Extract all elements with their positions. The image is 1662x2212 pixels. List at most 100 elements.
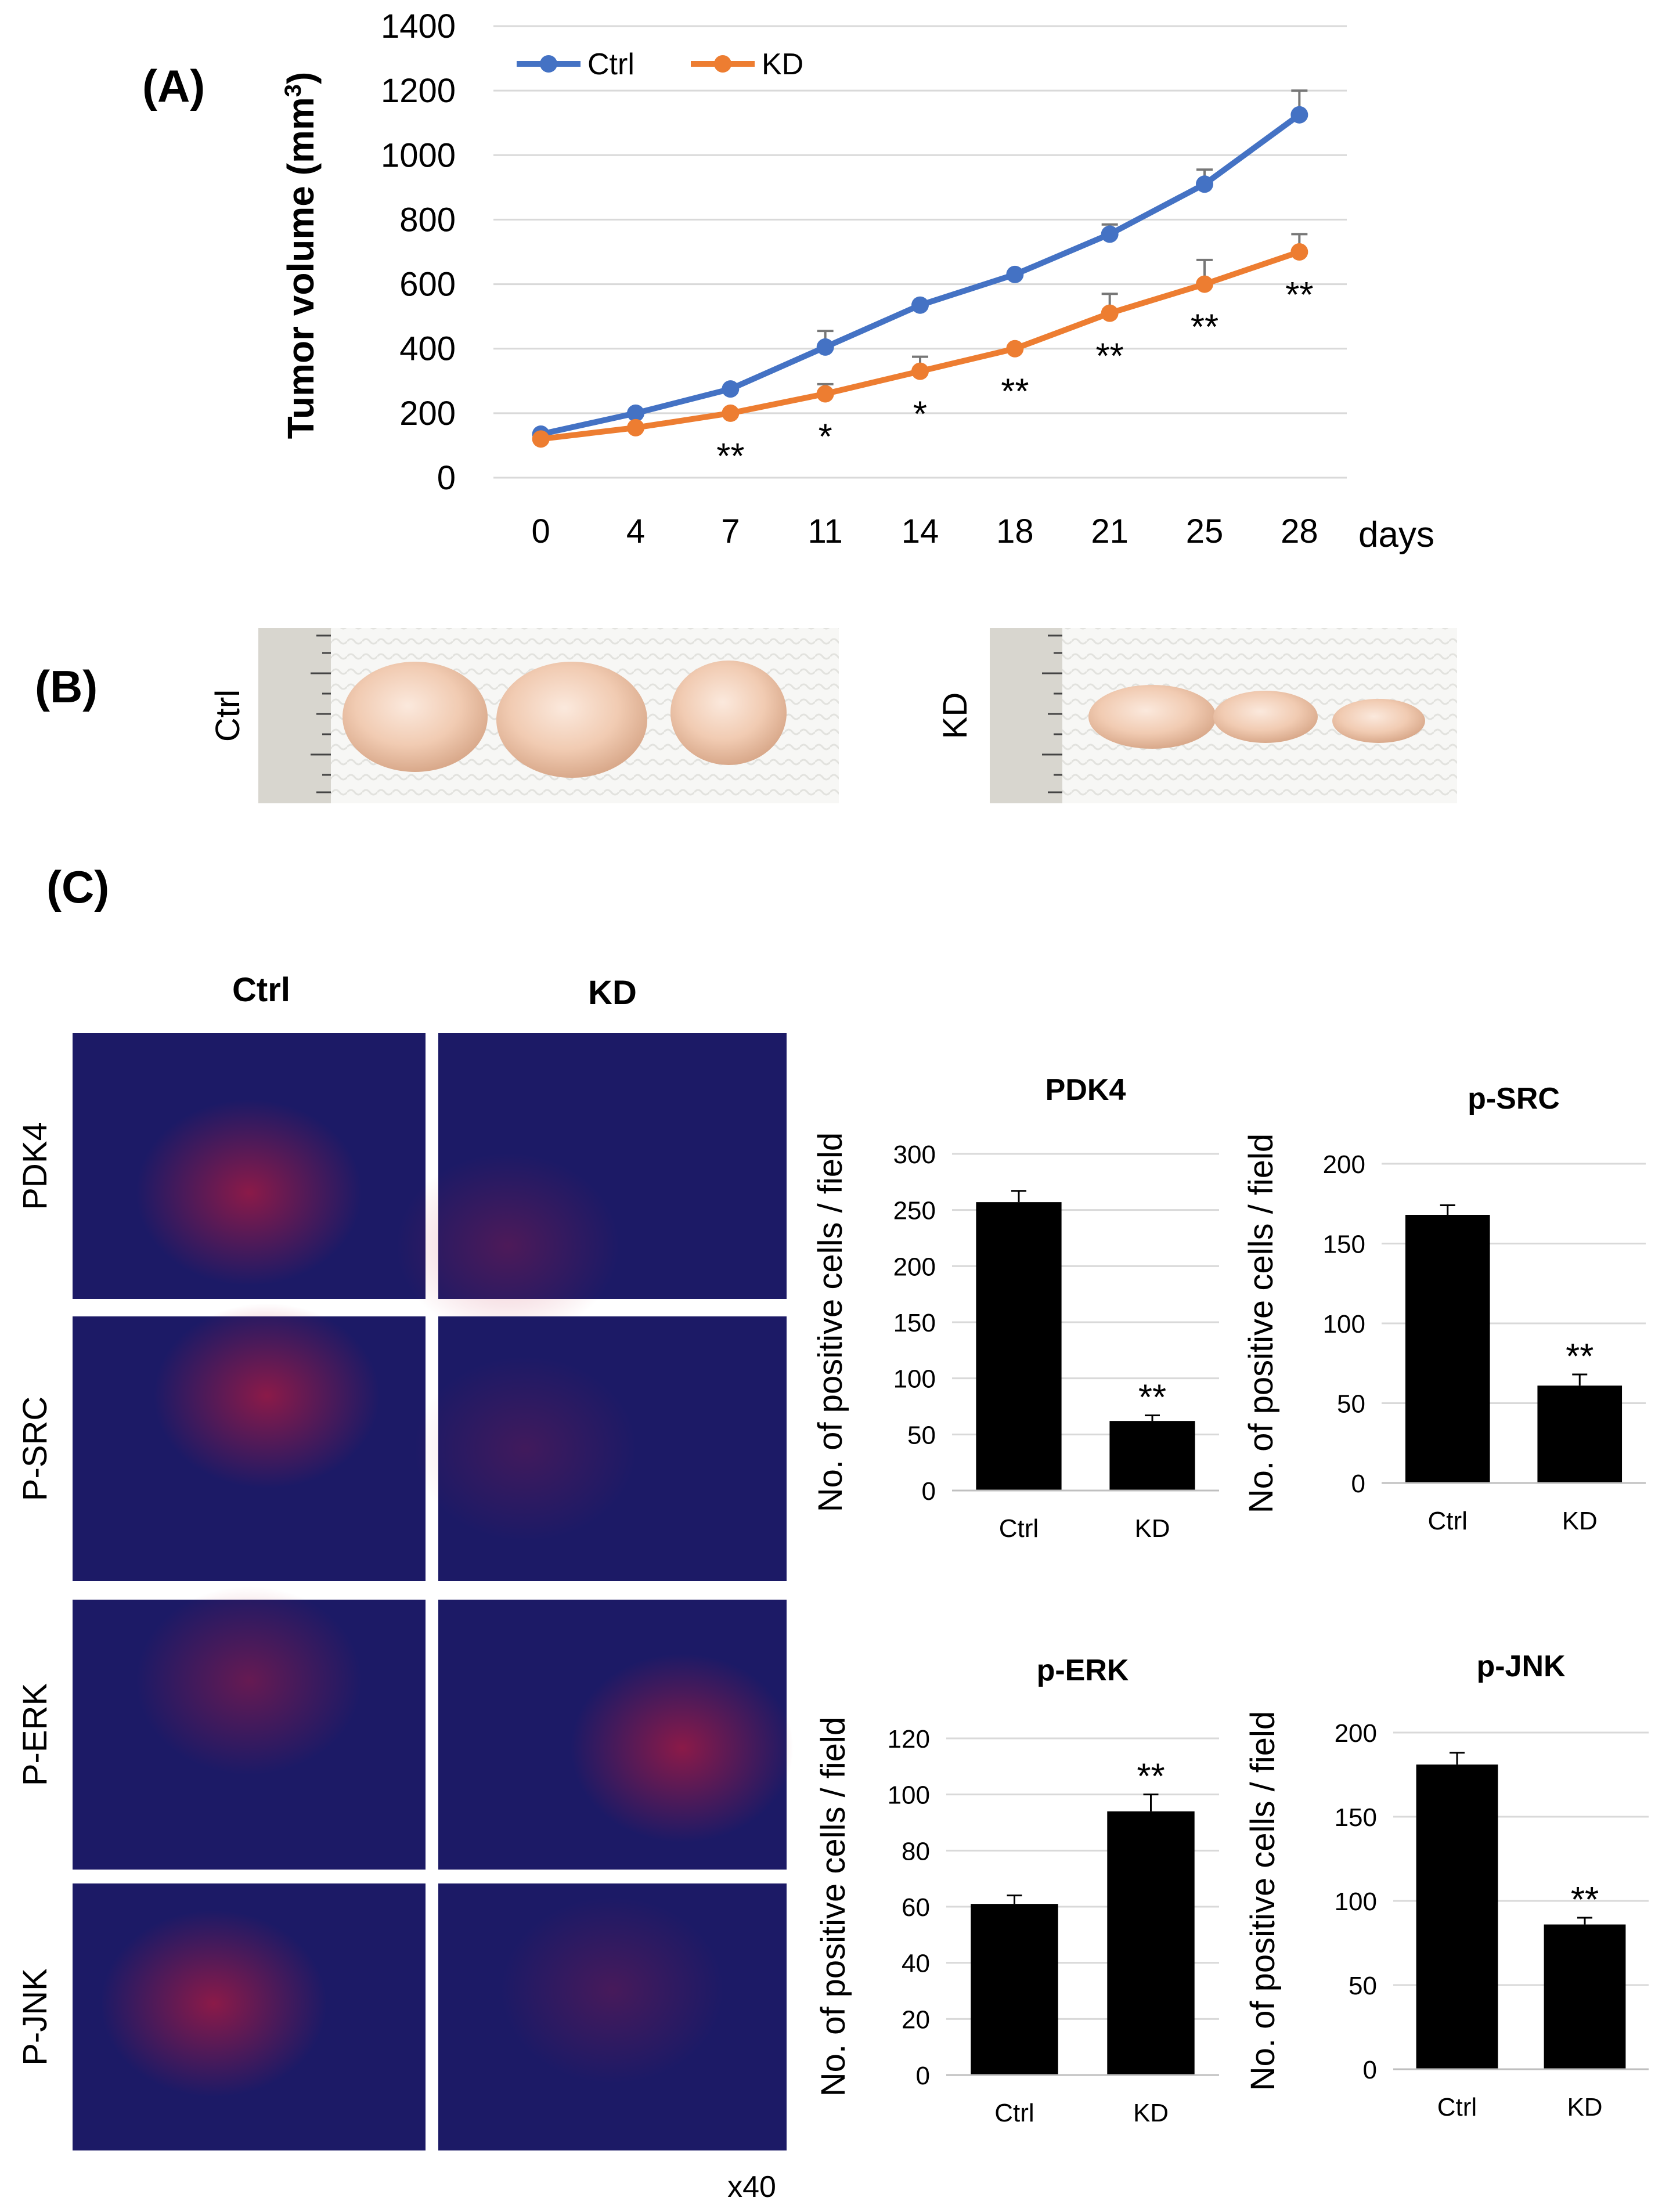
x-tick-label: 21 bbox=[1091, 513, 1129, 550]
chart-title: PDK4 bbox=[1045, 1073, 1126, 1107]
tumor-kd-3 bbox=[1332, 699, 1425, 743]
significance-marker: ** bbox=[1096, 337, 1124, 377]
y-axis-label: Tumor volume (mm3) bbox=[280, 72, 322, 439]
y-tick-label: 1200 bbox=[381, 72, 456, 110]
if-red-signal bbox=[501, 1897, 724, 2084]
tumor-photo-ctrl bbox=[258, 628, 839, 803]
series-line-ctrl bbox=[540, 112, 1302, 437]
photo-label-ctrl: Ctrl bbox=[209, 690, 247, 742]
x-tick-label: KD bbox=[1562, 1507, 1598, 1535]
y-tick-label: 60 bbox=[902, 1893, 930, 1922]
y-tick-label: 200 bbox=[1323, 1150, 1365, 1179]
if-red-signal bbox=[414, 1356, 637, 1542]
chart-title: p-SRC bbox=[1468, 1082, 1560, 1116]
ruler-ticks bbox=[311, 634, 331, 793]
y-tick-label: 300 bbox=[893, 1141, 936, 1169]
y-tick-label: 200 bbox=[893, 1253, 936, 1281]
significance-marker: ** bbox=[1138, 1377, 1166, 1417]
y-tick-label: 600 bbox=[399, 266, 456, 304]
y-tick-label: 120 bbox=[888, 1725, 930, 1753]
bar-chart-perk: 0 20 40 60 80 100 120 p-ERK No. of positive cell… bbox=[814, 1654, 1219, 2127]
data-point-ctrl bbox=[722, 380, 740, 398]
bar-kd bbox=[1544, 1924, 1626, 2069]
y-tick-label: 400 bbox=[399, 330, 456, 368]
data-point-kd bbox=[1101, 304, 1119, 322]
significance-marker: * bbox=[819, 417, 832, 457]
immunofluorescence-grid: PDK4 P-SRC P-ERK P-JNK bbox=[16, 1033, 794, 2150]
x-tick-label: 11 bbox=[808, 513, 843, 550]
x-tick-label: KD bbox=[1567, 2093, 1602, 2121]
x-tick-label: 25 bbox=[1186, 513, 1224, 550]
data-point-ctrl bbox=[1196, 175, 1213, 193]
chart-title: p-ERK bbox=[1037, 1654, 1129, 1687]
data-point-kd bbox=[532, 430, 550, 448]
if-red-signal bbox=[136, 1099, 362, 1286]
y-tick-label: 20 bbox=[902, 2005, 930, 2034]
bar-ctrl bbox=[1405, 1215, 1490, 1483]
y-tick-label: 0 bbox=[922, 1477, 936, 1506]
if-row-label: P-JNK bbox=[16, 1968, 54, 2066]
y-tick-label: 100 bbox=[1335, 1888, 1377, 1916]
data-point-ctrl bbox=[816, 338, 834, 356]
data-point-ctrl bbox=[627, 404, 644, 422]
x-tick-label: 18 bbox=[996, 513, 1034, 550]
if-row-label: P-ERK bbox=[16, 1683, 54, 1787]
x-tick-label: KD bbox=[1134, 1514, 1170, 1543]
if-row-label: PDK4 bbox=[16, 1122, 54, 1210]
if-red-signal bbox=[396, 1153, 619, 1339]
data-point-kd bbox=[1196, 275, 1213, 293]
panel-label-c: (C) bbox=[46, 861, 109, 912]
y-tick-label: 100 bbox=[1323, 1310, 1365, 1338]
y-tick-label: 50 bbox=[907, 1421, 936, 1449]
x-tick-label: 7 bbox=[721, 513, 740, 550]
x-axis-label: days bbox=[1358, 515, 1434, 555]
x-tick-label: 0 bbox=[532, 513, 550, 550]
x-tick-label: 14 bbox=[902, 513, 939, 550]
bar-chart-psrc: 0 50 100 150 200 p-SRC No. of positive cells /… bbox=[1242, 1082, 1646, 1535]
data-point-kd bbox=[911, 362, 929, 380]
photo-label-kd: KD bbox=[936, 692, 974, 739]
if-row-label: P-SRC bbox=[16, 1397, 54, 1501]
y-tick-label: 80 bbox=[902, 1837, 930, 1865]
bar-chart-pjnk: 0 50 100 150 200 p-JNK No. of positive cells /… bbox=[1244, 1650, 1649, 2121]
data-point-kd bbox=[1006, 340, 1024, 358]
y-axis-label: No. of positive cells / field bbox=[1244, 1711, 1282, 2091]
x-tick-label: Ctrl bbox=[994, 2099, 1034, 2127]
x-tick-label: Ctrl bbox=[1437, 2093, 1477, 2121]
y-tick-label: 50 bbox=[1337, 1390, 1365, 1419]
magnification-label: x40 bbox=[727, 2170, 776, 2204]
y-tick-label: 0 bbox=[437, 459, 456, 497]
bar-ctrl bbox=[1416, 1764, 1498, 2069]
tumor-kd-2 bbox=[1213, 691, 1318, 743]
data-point-kd bbox=[816, 385, 834, 403]
if-col-ctrl: Ctrl bbox=[232, 971, 290, 1009]
y-tick-label: 250 bbox=[893, 1197, 936, 1225]
data-point-kd bbox=[627, 418, 644, 436]
panel-label-a: (A) bbox=[142, 60, 205, 111]
y-tick-label: 100 bbox=[888, 1781, 930, 1810]
y-tick-label: 200 bbox=[399, 395, 456, 432]
tumor-ctrl-1 bbox=[343, 662, 488, 772]
tumor-ctrl-2 bbox=[496, 662, 647, 778]
bar-ctrl bbox=[976, 1202, 1062, 1491]
y-tick-label: 0 bbox=[1351, 1470, 1365, 1498]
data-point-kd bbox=[1290, 243, 1308, 261]
if-red-signal bbox=[571, 1654, 794, 1843]
y-tick-label: 0 bbox=[916, 2062, 930, 2090]
bar-kd bbox=[1107, 1811, 1195, 2075]
y-tick-label: 100 bbox=[893, 1365, 936, 1394]
y-axis-label: No. of positive cells / field bbox=[1242, 1134, 1280, 1513]
y-tick-label: 40 bbox=[902, 1950, 930, 1978]
data-point-ctrl bbox=[911, 296, 929, 314]
legend-marker bbox=[540, 55, 557, 73]
y-tick-label: 1400 bbox=[381, 8, 456, 45]
bar-chart-pdk4: 0 50 100 150 200 250 300 PDK4 No. of positive ce… bbox=[812, 1073, 1219, 1543]
panel-label-b: (B) bbox=[35, 661, 98, 712]
data-point-ctrl bbox=[1101, 225, 1119, 243]
ruler bbox=[258, 628, 331, 803]
y-tick-label: 150 bbox=[893, 1309, 936, 1337]
y-axis-label: No. of positive cells / field bbox=[812, 1132, 849, 1512]
if-col-kd: KD bbox=[588, 974, 637, 1012]
if-red-signal bbox=[100, 1910, 327, 2097]
y-tick-label: 1000 bbox=[381, 136, 456, 174]
